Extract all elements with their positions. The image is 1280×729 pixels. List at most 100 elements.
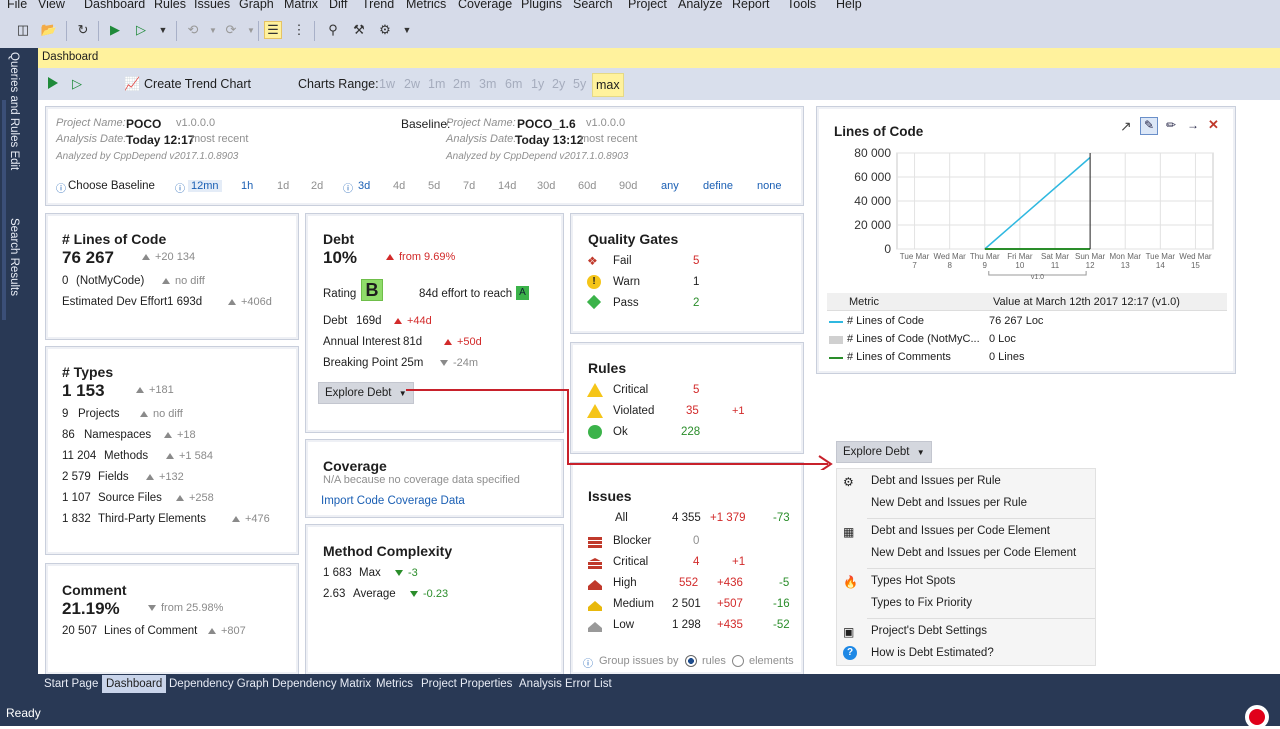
menu-rules[interactable]: Rules [154,0,186,11]
tab-dashboard[interactable]: Dashboard [102,675,167,693]
menu-item-debt-settings[interactable]: Project's Debt Settings [871,625,987,637]
baseline-option-3d[interactable]: 3d [358,180,371,192]
record-button[interactable] [1245,705,1269,729]
menu-item-types-hot-spots[interactable]: Types Hot Spots [871,575,956,587]
menu-metrics[interactable]: Metrics [406,0,447,11]
menu-trend[interactable]: Trend [362,0,395,11]
menu-report[interactable]: Report [732,0,770,11]
lines-of-code-panel[interactable]: # Lines of Code 76 267 +20 134 0 (NotMyC… [45,213,299,340]
range-1w[interactable]: 1w [379,77,395,91]
baseline-option-5d[interactable]: 5d [428,180,441,192]
menu-tools[interactable]: Tools [787,0,817,11]
tab-dependency-graph[interactable]: Dependency Graph [169,678,269,690]
group-by-rules-label[interactable]: rules [702,655,726,667]
baseline-option-any[interactable]: any [661,180,679,192]
menu-dashboard[interactable]: Dashboard [84,0,146,11]
comment-panel[interactable]: Comment 21.19% from 25.98% 20 507 Lines … [45,563,299,674]
menu-item-types-fix-priority[interactable]: Types to Fix Priority [871,597,972,609]
baseline-option-30d[interactable]: 30d [537,180,556,192]
menu-help[interactable]: Help [836,0,862,11]
range-6m[interactable]: 6m [505,77,523,91]
tab-project-properties[interactable]: Project Properties [421,678,513,690]
back-icon[interactable]: ⟲ [187,22,199,37]
select-tool-icon[interactable]: ✎ [1140,117,1158,135]
menu-plugins[interactable]: Plugins [521,0,562,11]
import-coverage-link[interactable]: Import Code Coverage Data [321,495,465,507]
range-2m[interactable]: 2m [453,77,471,91]
range-1y[interactable]: 1y [531,77,545,91]
tab-queries-rules-edit[interactable]: Queries and Rules Edit [8,52,20,171]
tools-icon[interactable]: ⚒ [353,22,365,37]
back-dropdown-icon[interactable]: ▼ [209,25,217,35]
menu-matrix[interactable]: Matrix [284,0,319,11]
range-1m[interactable]: 1m [428,77,446,91]
baseline-option-7d[interactable]: 7d [463,180,476,192]
menu-file[interactable]: File [7,0,28,11]
group-by-rules-radio[interactable] [685,655,697,667]
types-panel[interactable]: # Types 1 153 +181 9 Projects no diff 86… [45,346,299,555]
group-by-elements-radio[interactable] [732,655,744,667]
range-2y[interactable]: 2y [552,77,566,91]
list-view-icon[interactable]: ⋮ [292,22,306,37]
search-icon[interactable]: ⚲ [328,22,338,37]
baseline-option-1d[interactable]: 1d [277,180,290,192]
settings-gear-icon[interactable]: ⚙ [379,22,391,37]
run-export-icon[interactable]: ▷ [72,76,82,91]
baseline-option-none[interactable]: none [757,180,782,192]
tab-analysis-error-list[interactable]: Analysis Error List [519,678,612,690]
menu-diff[interactable]: Diff [329,0,348,11]
dropdown-arrow-icon[interactable]: ▼ [158,25,168,35]
range-3m[interactable]: 3m [479,77,497,91]
baseline-option-4d[interactable]: 4d [393,180,406,192]
group-by-elements-label[interactable]: elements [749,655,794,667]
menu-search[interactable]: Search [573,0,613,11]
tab-search-results[interactable]: Search Results [8,218,20,296]
run-analysis-icon[interactable]: ▶ [110,22,120,37]
debt-panel[interactable]: Debt 10% from 9.69% Rating B 84d effort … [305,213,564,433]
menu-analyze[interactable]: Analyze [678,0,723,11]
baseline-option-define[interactable]: define [703,180,733,192]
baseline-option-60d[interactable]: 60d [578,180,597,192]
baseline-option-14d[interactable]: 14d [498,180,517,192]
lines-of-code-chart-panel[interactable]: Lines of Code ↗ ✎ ✏ → ✕ 0 20 000 40 000 60 … [816,106,1236,374]
menu-project[interactable]: Project [628,0,667,11]
baseline-option-2d[interactable]: 2d [311,180,324,192]
coverage-panel[interactable]: Coverage N/A because no coverage data sp… [305,439,564,518]
tab-metrics[interactable]: Metrics [376,678,414,690]
menu-item-new-debt-per-rule[interactable]: New Debt and Issues per Rule [871,497,1027,509]
trend-chart-icon[interactable]: 📈 [124,76,141,91]
rules-panel[interactable]: Rules Critical 5 Violated 35 +1 Ok 228 [570,342,804,454]
range-max[interactable]: max [592,73,624,97]
new-project-icon[interactable]: ◫ [16,22,30,37]
quality-gates-panel[interactable]: Quality Gates ❖ Fail 5 ! Warn 1 Pass 2 [570,213,804,334]
menu-view[interactable]: View [38,0,65,11]
explore-debt-button[interactable]: Explore Debt ▼ [318,382,414,404]
run-report-icon[interactable]: ▷ [136,22,146,37]
document-tab-title[interactable]: Dashboard [42,51,99,63]
create-trend-chart-button[interactable]: Create Trend Chart [144,77,251,91]
settings-dropdown-icon[interactable]: ▼ [402,25,412,35]
forward-icon[interactable]: ⟳ [225,22,237,37]
range-2w[interactable]: 2w [404,77,420,91]
open-project-icon[interactable]: 📂 [40,22,58,37]
baseline-option-12mn[interactable]: 12mn [188,180,222,192]
arrow-right-icon[interactable]: → [1187,118,1199,132]
menu-issues[interactable]: Issues [194,0,231,11]
play-icon[interactable] [48,77,58,89]
menu-item-debt-per-rule[interactable]: Debt and Issues per Rule [871,475,1001,487]
tab-start-page[interactable]: Start Page [44,678,99,690]
tab-dependency-matrix[interactable]: Dependency Matrix [272,678,372,690]
baseline-option-90d[interactable]: 90d [619,180,638,192]
refresh-icon[interactable]: ↻ [77,22,89,37]
issues-panel[interactable]: Issues All 4 355 +1 379 -73 Blocker 0 Cr… [570,462,804,674]
baseline-option-1h[interactable]: 1h [241,180,254,192]
close-icon[interactable]: ✕ [1208,117,1219,132]
menu-item-how-debt-estimated[interactable]: How is Debt Estimated? [871,647,994,659]
forward-dropdown-icon[interactable]: ▼ [247,25,255,35]
tree-view-icon[interactable]: ☰ [264,21,282,39]
range-5y[interactable]: 5y [573,77,587,91]
edit-icon[interactable]: ✏ [1166,118,1177,132]
menu-graph[interactable]: Graph [239,0,274,11]
menu-item-debt-per-element[interactable]: Debt and Issues per Code Element [871,525,1050,537]
explore-debt-dropdown-button[interactable]: Explore Debt ▼ [836,441,932,463]
